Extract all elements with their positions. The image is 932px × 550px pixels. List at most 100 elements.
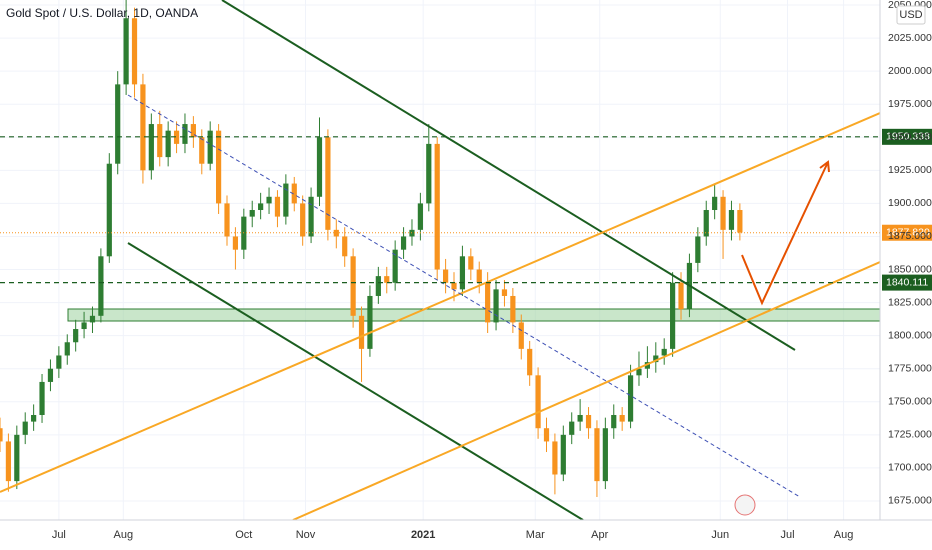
y-tick-label: 1675.000	[888, 495, 932, 507]
y-tick-label: 1700.000	[888, 462, 932, 474]
x-tick-label: Jul	[780, 529, 794, 541]
trend-line	[127, 242, 584, 520]
candle-body	[157, 124, 163, 158]
chart-title: Gold Spot / U.S. Dollar, 1D, OANDA	[6, 6, 198, 20]
candle-body	[392, 249, 398, 283]
candle-body	[661, 348, 667, 356]
y-tick-label: 1925.000	[888, 164, 932, 176]
candle-body	[148, 124, 154, 171]
candles	[0, 0, 743, 497]
last-price-label: 1877.820	[886, 227, 930, 239]
candle-body	[81, 322, 87, 330]
candle-body	[73, 329, 79, 343]
candle-body	[89, 315, 96, 323]
candle-body	[678, 282, 684, 310]
arrow-head	[819, 160, 830, 173]
candle-body	[308, 196, 314, 237]
price-level-box	[882, 128, 932, 145]
candle-body	[577, 414, 583, 422]
candle-body	[31, 414, 37, 422]
candle-body	[443, 269, 449, 283]
last-price-box	[882, 224, 932, 241]
candle-body	[47, 368, 54, 382]
y-tick-label: 1850.000	[888, 263, 932, 275]
grid	[0, 0, 880, 520]
candle-body	[527, 348, 533, 376]
logo	[734, 494, 756, 516]
candle-body	[182, 124, 188, 144]
drawings	[0, 0, 880, 520]
candle-body	[703, 210, 709, 237]
candle-body	[291, 183, 297, 204]
candle-body	[627, 375, 634, 422]
y-tick-label: 1950.000	[888, 131, 932, 143]
y-tick-label: 1750.000	[888, 396, 932, 408]
candle-body	[434, 143, 440, 270]
candle-body	[712, 196, 718, 211]
candle-body	[258, 203, 264, 211]
candle-body	[585, 414, 592, 429]
candle-body	[501, 289, 508, 296]
candle-body	[249, 210, 255, 217]
candle-body	[39, 381, 45, 415]
x-tick-label: Nov	[296, 529, 316, 541]
candle-body	[426, 143, 432, 204]
candle-body	[98, 256, 104, 316]
candle-body	[720, 196, 726, 230]
y-tick-label: 2000.000	[888, 65, 932, 77]
candle-body	[215, 130, 222, 204]
candle-body	[737, 210, 743, 233]
candle-body	[459, 256, 466, 290]
candle-body	[535, 375, 541, 429]
candle-body	[266, 196, 272, 204]
trend-line	[292, 261, 880, 520]
candle-body	[493, 289, 499, 323]
candle-body	[518, 322, 524, 349]
x-tick-label: Aug	[114, 529, 134, 541]
y-tick-label: 1775.000	[888, 362, 932, 374]
price-level-label: 1950.338	[886, 131, 930, 143]
candle-body	[115, 84, 121, 164]
candle-body	[653, 355, 659, 363]
candle-body	[358, 315, 365, 349]
candle-body	[670, 282, 676, 349]
candle-body	[552, 441, 558, 475]
candle-body	[207, 130, 213, 164]
candle-body	[375, 276, 381, 296]
y-tick-label: 1975.000	[888, 98, 932, 110]
trend-line	[127, 94, 801, 498]
candle-body	[417, 203, 423, 230]
currency-box	[896, 5, 926, 25]
candle-body	[190, 124, 196, 138]
candle-body	[224, 203, 230, 237]
candle-body	[468, 256, 474, 270]
candle-body	[476, 269, 482, 283]
x-tick-label: Oct	[235, 529, 252, 541]
candle-body	[316, 137, 323, 197]
candle-body	[728, 210, 735, 230]
candle-body	[106, 163, 112, 257]
x-tick-label: Mar	[526, 529, 545, 541]
candle-body	[123, 18, 129, 85]
candle-body	[22, 421, 28, 435]
candle-body	[342, 236, 348, 257]
x-tick-label: Aug	[834, 529, 854, 541]
x-tick-label: Jun	[711, 529, 729, 541]
candle-body	[350, 256, 356, 316]
candle-body	[510, 295, 516, 323]
trend-line	[0, 112, 880, 493]
candle-body	[173, 130, 180, 144]
candle-body	[384, 276, 390, 283]
trend-line	[221, 0, 796, 351]
candle-body	[64, 342, 70, 356]
y-tick-label: 1725.000	[888, 429, 932, 441]
y-tick-label: 1800.000	[888, 329, 932, 341]
candle-body	[602, 428, 608, 482]
candle-body	[56, 355, 62, 369]
x-tick-label: Jul	[52, 529, 66, 541]
candle-body	[619, 414, 625, 422]
y-tick-label: 2050.000	[888, 0, 932, 11]
price-level-box	[882, 274, 932, 291]
price-level-label: 1840.111	[886, 276, 928, 288]
